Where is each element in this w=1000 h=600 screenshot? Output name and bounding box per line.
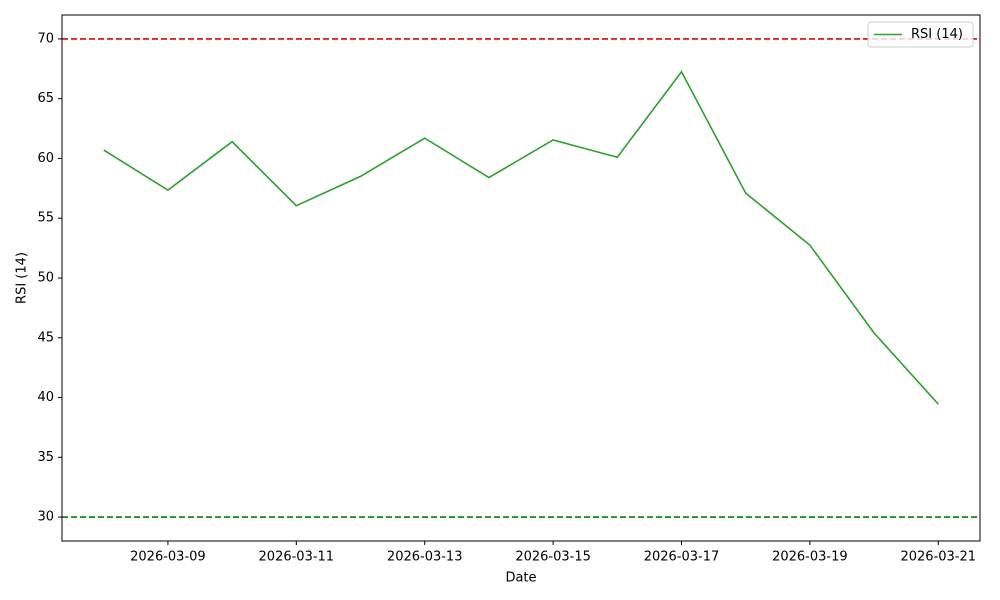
y-tick-label: 45	[37, 330, 54, 345]
y-tick-label: 55	[37, 211, 54, 226]
y-tick-label: 70	[37, 31, 54, 46]
x-tick-label: 2026-03-21	[900, 550, 976, 565]
y-tick-label: 30	[37, 510, 54, 525]
y-tick-label: 60	[37, 151, 54, 166]
y-tick-label: 65	[37, 91, 54, 106]
x-tick-label: 2026-03-11	[259, 550, 335, 565]
x-tick-label: 2026-03-13	[387, 550, 463, 565]
x-axis-label: Date	[505, 571, 536, 586]
x-tick-label: 2026-03-19	[772, 550, 848, 565]
x-tick-label: 2026-03-17	[644, 550, 720, 565]
x-tick-label: 2026-03-09	[130, 550, 206, 565]
plot-frame	[61, 14, 981, 542]
x-tick-label: 2026-03-15	[515, 550, 591, 565]
legend-label: RSI (14)	[911, 27, 963, 42]
rsi-line	[103, 70, 939, 405]
y-tick-label: 35	[37, 450, 54, 465]
y-axis-label: RSI (14)	[15, 252, 30, 304]
y-tick-label: 50	[37, 271, 54, 286]
y-tick-label: 40	[37, 390, 54, 405]
legend-box	[867, 21, 974, 48]
